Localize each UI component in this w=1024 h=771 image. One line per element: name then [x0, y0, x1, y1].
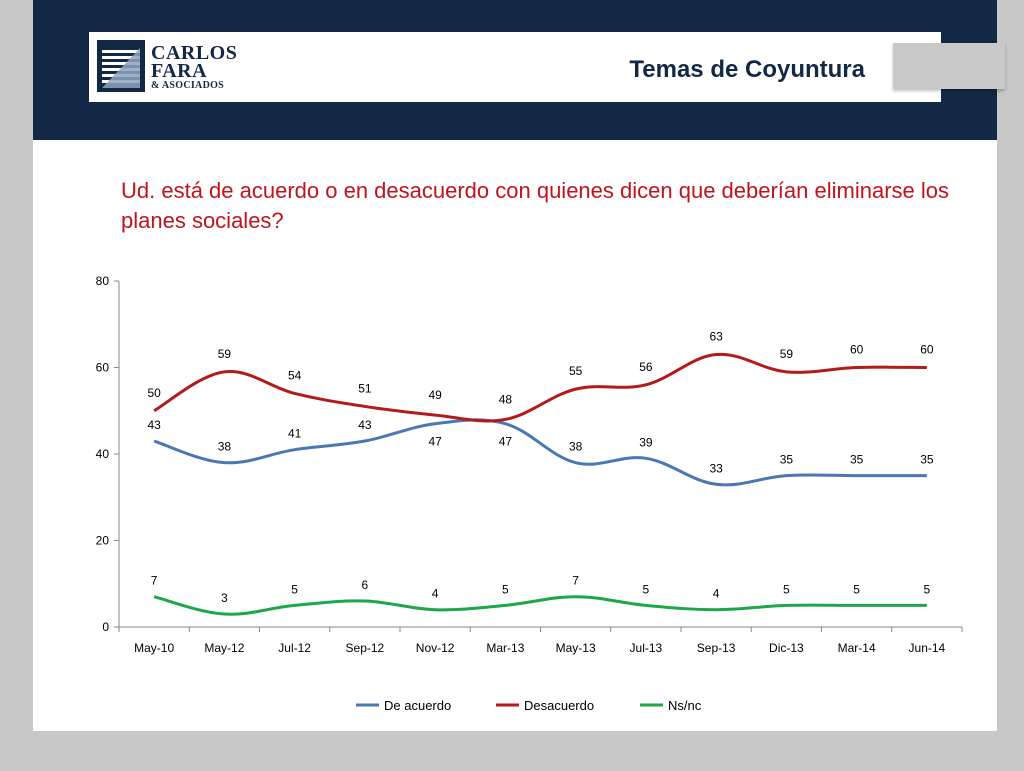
series-line-nsnc — [153, 595, 927, 616]
data-label-de-acuerdo: 47 — [499, 435, 513, 449]
legend-label-de-acuerdo: De acuerdo — [384, 698, 451, 713]
data-label-desacuerdo: 63 — [709, 330, 723, 344]
data-label-nsnc: 5 — [853, 582, 860, 596]
logo-mark-icon — [97, 40, 145, 92]
data-label-nsnc: 5 — [502, 582, 509, 596]
data-label-desacuerdo: 55 — [569, 364, 583, 378]
data-label-nsnc: 5 — [924, 582, 931, 596]
data-label-desacuerdo: 54 — [288, 368, 302, 382]
data-label-desacuerdo: 48 — [499, 392, 513, 406]
y-tick-label: 0 — [102, 620, 109, 634]
x-tick-label: Mar-14 — [838, 641, 876, 655]
data-label-nsnc: 6 — [362, 578, 369, 592]
data-label-de-acuerdo: 33 — [709, 461, 723, 475]
header-title: Temas de Coyuntura — [629, 56, 865, 83]
data-label-nsnc: 7 — [151, 574, 158, 588]
data-label-de-acuerdo: 41 — [288, 427, 302, 441]
x-tick-label: Jul-12 — [278, 641, 311, 655]
x-tick-label: Jun-14 — [909, 641, 946, 655]
data-label-nsnc: 4 — [713, 587, 720, 601]
data-label-de-acuerdo: 35 — [920, 453, 934, 467]
data-label-desacuerdo: 49 — [428, 388, 442, 402]
y-tick-label: 20 — [96, 534, 110, 548]
company-logo: CARLOS FARA & ASOCIADOS — [97, 40, 247, 94]
data-label-de-acuerdo: 35 — [850, 453, 864, 467]
series-line-de-acuerdo — [153, 418, 927, 487]
data-label-desacuerdo: 56 — [639, 360, 653, 374]
data-label-desacuerdo: 51 — [358, 381, 372, 395]
logo-text-fara: FARA — [151, 60, 208, 82]
survey-question: Ud. está de acuerdo o en desacuerdo con … — [121, 178, 949, 233]
data-label-nsnc: 4 — [432, 587, 439, 601]
y-tick-label: 60 — [96, 361, 110, 375]
data-label-nsnc: 3 — [221, 591, 228, 605]
x-tick-label: May-10 — [134, 641, 174, 655]
data-label-desacuerdo: 59 — [218, 347, 232, 361]
data-label-nsnc: 5 — [291, 582, 298, 596]
x-tick-label: May-13 — [556, 641, 596, 655]
data-label-nsnc: 5 — [783, 582, 790, 596]
logo-text-carlos: CARLOS — [151, 42, 238, 64]
x-tick-label: Mar-13 — [486, 641, 524, 655]
y-tick-label: 80 — [96, 274, 110, 288]
x-tick-label: May-12 — [204, 641, 244, 655]
logo-text-asociados: & ASOCIADOS — [151, 80, 225, 91]
data-label-desacuerdo: 59 — [780, 347, 794, 361]
data-label-de-acuerdo: 38 — [569, 440, 583, 454]
data-label-nsnc: 7 — [572, 574, 579, 588]
x-tick-label: Sep-12 — [346, 641, 385, 655]
x-tick-label: Jul-13 — [630, 641, 663, 655]
data-label-desacuerdo: 60 — [850, 343, 864, 357]
data-label-de-acuerdo: 38 — [218, 440, 232, 454]
series-line-desacuerdo — [153, 352, 927, 423]
data-label-de-acuerdo: 43 — [147, 418, 161, 432]
legend-label-nsnc: Ns/nc — [668, 698, 702, 713]
data-label-de-acuerdo: 39 — [639, 435, 653, 449]
data-label-nsnc: 5 — [643, 582, 650, 596]
legend-label-desacuerdo: Desacuerdo — [524, 698, 594, 713]
x-tick-label: Dic-13 — [769, 641, 804, 655]
x-tick-label: Nov-12 — [416, 641, 455, 655]
y-tick-label: 40 — [96, 447, 110, 461]
data-label-desacuerdo: 50 — [147, 386, 161, 400]
header-band: CARLOS FARA & ASOCIADOS Temas de Coyuntu… — [33, 0, 997, 140]
header-card: CARLOS FARA & ASOCIADOS Temas de Coyuntu… — [89, 32, 941, 102]
data-label-de-acuerdo: 35 — [780, 453, 794, 467]
data-label-de-acuerdo: 43 — [358, 418, 372, 432]
data-label-desacuerdo: 60 — [920, 343, 934, 357]
side-tab-decoration — [893, 43, 1005, 89]
data-label-de-acuerdo: 47 — [428, 435, 442, 449]
x-tick-label: Sep-13 — [697, 641, 736, 655]
